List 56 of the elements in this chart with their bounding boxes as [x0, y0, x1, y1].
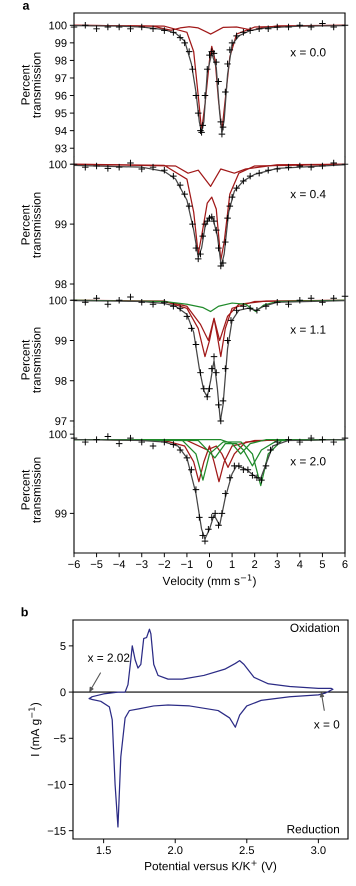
y-tick-label: −5	[54, 734, 66, 742]
y-axis-title: Percent transmission	[21, 52, 41, 118]
x-tick-label: −5	[90, 560, 102, 568]
x-tick-label: 2	[252, 560, 258, 568]
y-tick-label: 95	[55, 109, 67, 118]
x-tick-label: 1.5	[96, 846, 111, 854]
chart-title: a	[22, 2, 30, 10]
y-tick-label: 98	[55, 56, 67, 65]
x-tick-label: 3.0	[311, 846, 326, 854]
x-tick-label: 2.5	[240, 846, 254, 854]
x-tick-label: −6	[68, 560, 80, 568]
y-tick-label: −10	[48, 780, 66, 789]
y-tick-label: 99	[55, 510, 67, 518]
y-tick-label: 100	[49, 430, 67, 438]
y-tick-label: 5	[60, 642, 66, 650]
x-tick-label: 1	[230, 560, 235, 568]
y-tick-label: 100	[49, 160, 67, 168]
annotation: Oxidation	[290, 623, 339, 632]
annotation: Reduction	[288, 824, 339, 834]
x-tick-label: 2.0	[168, 846, 182, 854]
y-tick-label: 99	[55, 39, 67, 47]
x-tick-label: 5	[320, 560, 326, 568]
x-tick-label: 6	[342, 560, 348, 568]
x-tick-label: 4	[297, 560, 303, 568]
x-tick-label: −4	[113, 560, 126, 568]
y-axis-title: Percent transmission	[21, 458, 41, 523]
y-tick-label: 98	[55, 376, 67, 385]
y-tick-label: 93	[55, 144, 67, 152]
annotation: x = 1.1	[290, 325, 326, 334]
y-tick-label: 97	[55, 74, 66, 82]
y-axis-title: I (mA g$^{−1}$)	[28, 702, 42, 756]
x-tick-label: −2	[158, 560, 170, 568]
annotation: x = 0	[314, 720, 340, 729]
y-tick-label: 100	[49, 22, 67, 30]
y-tick-label: 0	[60, 688, 66, 696]
y-axis-title: Percent transmission	[21, 192, 41, 258]
x-tick-label: 3	[274, 560, 280, 568]
chart-title: b	[22, 607, 28, 616]
y-axis-title: Percent transmission	[21, 328, 41, 393]
x-tick-label: −3	[136, 560, 148, 568]
annotation: x = 0.0	[290, 48, 326, 56]
y-tick-label: −15	[48, 827, 66, 835]
x-axis-title: Potential versus K/K$^{+}$ (V)	[145, 860, 276, 873]
y-tick-label: 99	[55, 336, 67, 345]
y-tick-label: 100	[49, 296, 67, 304]
x-axis-title: Velocity (mm s$^{−1}$)	[162, 574, 256, 588]
annotation: x = 2.0	[290, 457, 326, 466]
y-tick-label: 96	[55, 92, 67, 100]
y-tick-label: 98	[55, 280, 67, 288]
y-tick-label: 99	[55, 220, 67, 228]
x-tick-label: 0	[206, 560, 212, 568]
x-tick-label: −1	[181, 560, 193, 568]
annotation: x = 0.4	[290, 190, 326, 198]
y-tick-label: 94	[55, 126, 67, 135]
y-tick-label: 97	[55, 417, 66, 426]
annotation: x = 2.02	[88, 654, 130, 662]
